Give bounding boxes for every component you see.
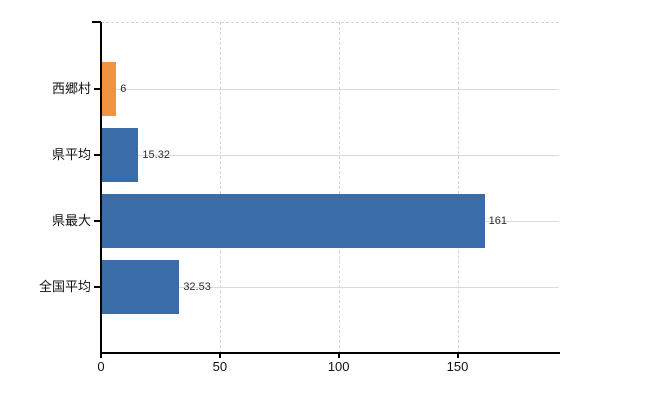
bar-value-label: 161 [488, 215, 508, 227]
y-axis-tick [94, 154, 101, 156]
x-axis-line [100, 352, 560, 354]
vertical-gridline [219, 22, 221, 353]
x-axis-tick [456, 353, 459, 358]
horizontal-gridline [101, 89, 559, 90]
x-tick-label: 100 [327, 359, 350, 374]
y-axis-tick [94, 220, 101, 222]
x-axis-tick [337, 353, 340, 358]
bar-3 [102, 194, 485, 248]
vertical-gridline [457, 22, 459, 353]
y-axis-tick [94, 286, 101, 288]
bar-value-label: 15.32 [142, 149, 170, 161]
x-axis-tick [218, 353, 221, 358]
category-label: 県平均 [51, 147, 91, 162]
category-label: 県最大 [51, 213, 91, 228]
horizontal-gridline [101, 287, 559, 288]
vertical-gridline [338, 22, 340, 353]
plot-top-border [101, 22, 559, 23]
bar-value-label: 32.53 [183, 281, 211, 293]
x-tick-label: 0 [97, 359, 105, 374]
horizontal-gridline [101, 155, 559, 156]
bar-4 [102, 260, 180, 314]
y-axis-end-tick [92, 21, 101, 23]
bar-value-label: 6 [120, 83, 127, 95]
bar-2 [102, 128, 139, 182]
category-label: 全国平均 [38, 279, 91, 294]
bar-1 [102, 62, 117, 116]
y-axis-line [100, 22, 102, 353]
x-tick-label: 50 [212, 359, 228, 374]
plot-area: 6 15.32 161 32.53 [101, 22, 559, 353]
category-label: 西郷村 [51, 81, 91, 96]
y-axis-tick [94, 88, 101, 90]
x-tick-label: 150 [446, 359, 469, 374]
x-axis-tick [100, 353, 102, 358]
